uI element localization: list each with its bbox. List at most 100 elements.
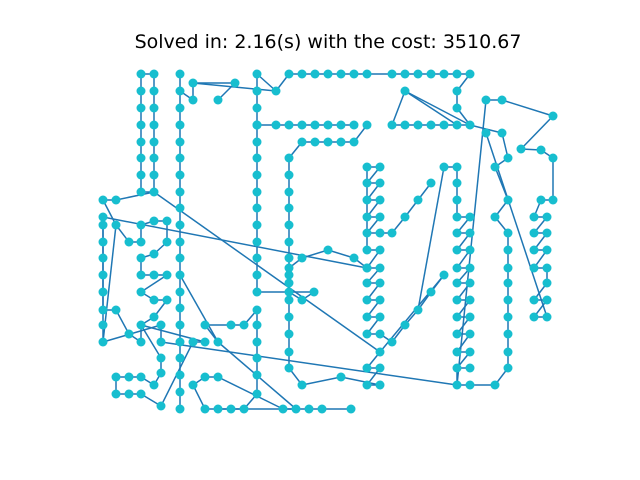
route-node: [136, 372, 146, 382]
route-node: [426, 178, 436, 188]
route-node: [111, 220, 121, 230]
route-node: [297, 295, 307, 305]
route-node: [387, 337, 397, 347]
route-node: [548, 111, 558, 121]
route-node: [465, 212, 475, 222]
route-node: [452, 263, 462, 273]
route-edge: [160, 341, 458, 386]
route-node: [136, 237, 146, 247]
route-node: [213, 337, 223, 347]
route-node: [362, 329, 372, 339]
route-node: [284, 203, 294, 213]
route-node: [536, 145, 546, 155]
route-node: [413, 195, 423, 205]
route-node: [162, 237, 172, 247]
route-node: [200, 320, 210, 330]
route-node: [362, 120, 372, 130]
route-edge: [327, 249, 355, 259]
route-node: [481, 95, 491, 105]
route-node: [252, 389, 262, 399]
route-node: [149, 170, 159, 180]
route-node: [465, 380, 475, 390]
route-node: [452, 295, 462, 305]
route-node: [149, 86, 159, 96]
route-node: [149, 103, 159, 113]
route-node: [323, 120, 333, 130]
route-node: [136, 187, 146, 197]
route-node: [252, 187, 262, 197]
route-node: [149, 120, 159, 130]
route-node: [542, 295, 552, 305]
route-node: [297, 137, 307, 147]
route-edge: [404, 90, 458, 126]
route-node: [439, 69, 449, 79]
route-node: [439, 162, 449, 172]
route-node: [452, 347, 462, 357]
route-node: [503, 263, 513, 273]
route-node: [400, 69, 410, 79]
route-edge: [520, 115, 554, 150]
route-edge: [153, 191, 381, 353]
route-node: [336, 137, 346, 147]
route-node: [111, 372, 121, 382]
route-node: [98, 287, 108, 297]
route-node: [400, 320, 410, 330]
route-node: [162, 216, 172, 226]
route-node: [349, 253, 359, 263]
route-node: [239, 404, 249, 414]
route-node: [136, 103, 146, 113]
route-node: [284, 295, 294, 305]
route-node: [452, 69, 462, 79]
route-node: [124, 372, 134, 382]
route-edge: [301, 376, 342, 386]
route-node: [136, 270, 146, 280]
route-node: [156, 337, 166, 347]
route-node: [156, 401, 166, 411]
route-node: [175, 303, 185, 313]
route-node: [529, 312, 539, 322]
route-node: [375, 263, 385, 273]
route-node: [149, 380, 159, 390]
route-node: [503, 153, 513, 163]
route-node: [452, 162, 462, 172]
route-node: [362, 278, 372, 288]
route-node: [503, 278, 513, 288]
route-node: [490, 380, 500, 390]
route-node: [465, 363, 475, 373]
route-node: [529, 263, 539, 273]
route-node: [503, 347, 513, 357]
route-node: [497, 128, 507, 138]
route-node: [252, 353, 262, 363]
route-node: [297, 380, 307, 390]
route-edge: [217, 376, 284, 410]
route-node: [136, 69, 146, 79]
route-node: [465, 228, 475, 238]
route-node: [542, 212, 552, 222]
route-node: [136, 137, 146, 147]
route-node: [284, 220, 294, 230]
route-node: [252, 370, 262, 380]
route-node: [175, 404, 185, 414]
route-node: [362, 363, 372, 373]
route-node: [226, 404, 236, 414]
route-node: [252, 103, 262, 113]
route-node: [503, 312, 513, 322]
route-node: [465, 312, 475, 322]
route-node: [362, 212, 372, 222]
route-node: [175, 203, 185, 213]
route-node: [375, 245, 385, 255]
route-node: [452, 312, 462, 322]
route-node: [542, 263, 552, 273]
route-node: [98, 212, 108, 222]
route-node: [346, 404, 356, 414]
route-node: [375, 329, 385, 339]
route-node: [291, 404, 301, 414]
route-node: [162, 295, 172, 305]
route-node: [136, 120, 146, 130]
route-node: [200, 404, 210, 414]
route-node: [362, 162, 372, 172]
route-node: [387, 69, 397, 79]
route-node: [529, 228, 539, 238]
route-node: [149, 216, 159, 226]
